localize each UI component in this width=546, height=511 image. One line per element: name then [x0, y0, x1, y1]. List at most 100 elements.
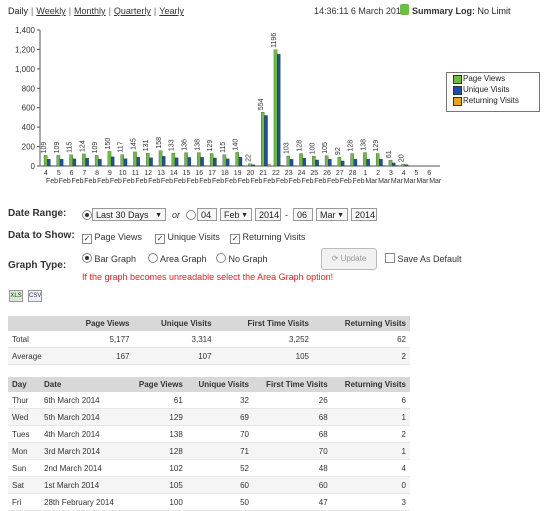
bar-unique-visits — [111, 157, 114, 166]
table-cell: 3,314 — [134, 331, 216, 348]
bar-page-views — [223, 155, 226, 166]
x-tick-label-month: Feb — [327, 178, 339, 185]
x-tick-label: 11 — [132, 170, 139, 177]
bar-page-views — [95, 155, 98, 166]
bar-unique-visits — [149, 158, 152, 166]
x-tick-label-month: Feb — [97, 178, 109, 185]
excel-export-icon[interactable]: XLS — [9, 290, 23, 302]
legend-label: Returning Visits — [463, 96, 519, 105]
x-tick-label-month: Feb — [353, 178, 365, 185]
table-cell: 48 — [253, 460, 332, 477]
bar-unique-visits — [175, 158, 178, 166]
bar-data-label: 100 — [309, 142, 316, 154]
bar-graph-radio[interactable]: Bar Graph — [82, 253, 136, 264]
bar-data-label: 22 — [245, 154, 252, 162]
top-bar: Daily|Weekly|Monthly|Quarterly|Yearly 14… — [8, 4, 538, 18]
bar-data-label: 109 — [41, 142, 48, 154]
table-cell: 32 — [187, 392, 253, 409]
table-cell: 100 — [128, 494, 187, 511]
x-tick-label-month: Feb — [72, 178, 84, 185]
bar-page-views — [312, 156, 315, 166]
table-cell: 26 — [253, 392, 332, 409]
table-cell: 5th March 2014 — [40, 409, 128, 426]
bar-page-views — [44, 155, 47, 166]
range-preset-radio[interactable] — [82, 210, 92, 221]
from-month-select[interactable]: Feb▼ — [220, 208, 252, 221]
bar-data-label: 158 — [156, 137, 163, 149]
x-tick-label: 13 — [157, 170, 165, 177]
no-graph-radio[interactable]: No Graph — [216, 253, 268, 264]
x-tick-label-month: Feb — [276, 178, 288, 185]
x-tick-label: 19 — [234, 170, 242, 177]
unique-visits-checkbox[interactable]: ✓ Unique Visits — [155, 232, 220, 244]
update-button[interactable]: ⟳ Update — [321, 248, 377, 270]
x-tick-label: 14 — [170, 170, 178, 177]
bar-page-views — [185, 153, 188, 166]
x-tick-label-month: Feb — [238, 178, 250, 185]
to-day-select[interactable]: 06 — [293, 208, 313, 221]
table-cell: 2 — [313, 348, 410, 365]
bar-unique-visits — [328, 159, 331, 166]
bar-unique-visits — [405, 165, 408, 166]
from-year-select[interactable]: 2014 — [255, 208, 281, 221]
bar-data-label: 133 — [169, 139, 176, 151]
bar-data-label: 20 — [399, 154, 406, 162]
x-tick-label: 26 — [323, 170, 331, 177]
bar-data-label: 145 — [130, 138, 137, 150]
summary-row-total: Total 5,177 3,314 3,252 62 — [8, 331, 410, 348]
x-tick-label-month: Feb — [340, 178, 352, 185]
date-range-label: Date Range: — [8, 208, 66, 219]
table-cell: 3rd March 2014 — [40, 443, 128, 460]
table-cell: 68 — [253, 409, 332, 426]
x-tick-label: 9 — [108, 170, 112, 177]
bar-page-views — [363, 153, 366, 166]
chart-legend: Page Views Unique Visits Returning Visit… — [446, 72, 540, 112]
from-day-select[interactable]: 04 — [197, 208, 217, 221]
bar-unique-visits — [264, 115, 267, 166]
x-tick-label: 5 — [414, 170, 418, 177]
bar-page-views — [261, 112, 264, 166]
returning-visits-checkbox[interactable]: ✓ Returning Visits — [230, 232, 305, 244]
table-cell: 60 — [253, 477, 332, 494]
table-cell: Wed — [8, 409, 40, 426]
x-tick-label-month: Feb — [199, 178, 211, 185]
y-tick-label: 800 — [22, 84, 36, 93]
table-cell: 4th March 2014 — [40, 426, 128, 443]
page-views-checkbox[interactable]: ✓ Page Views — [82, 232, 142, 244]
to-month-select[interactable]: Mar▼ — [316, 208, 348, 221]
csv-export-icon[interactable]: CSV — [28, 290, 42, 302]
table-cell: 2nd March 2014 — [40, 460, 128, 477]
x-tick-label: 2 — [376, 170, 380, 177]
period-monthly-link[interactable]: Monthly — [74, 6, 106, 16]
bar-page-views — [172, 153, 175, 166]
bar-page-views — [146, 153, 149, 166]
period-daily-link[interactable]: Daily — [8, 6, 28, 16]
daily-table: Day Date Page Views Unique Visits First … — [8, 377, 410, 511]
area-graph-radio[interactable]: Area Graph — [148, 253, 207, 264]
bar-data-label: 150 — [105, 138, 112, 150]
range-preset-select[interactable]: Last 30 Days▼ — [92, 208, 166, 221]
bar-page-views — [402, 164, 405, 166]
bar-page-views — [287, 156, 290, 166]
table-cell: Mon — [8, 443, 40, 460]
bar-page-views — [389, 160, 392, 166]
period-quarterly-link[interactable]: Quarterly — [114, 6, 151, 16]
to-year-select[interactable]: 2014 — [351, 208, 377, 221]
bar-data-label: 136 — [182, 139, 189, 151]
period-yearly-link[interactable]: Yearly — [159, 6, 184, 16]
x-tick-label: 4 — [44, 170, 48, 177]
x-tick-label-month: Mar — [365, 178, 378, 185]
bar-unique-visits — [277, 54, 280, 166]
y-tick-label: 200 — [22, 143, 36, 152]
x-tick-label-month: Mar — [416, 178, 429, 185]
x-tick-label: 17 — [208, 170, 216, 177]
table-cell: Sun — [8, 460, 40, 477]
period-weekly-link[interactable]: Weekly — [36, 6, 65, 16]
table-cell: 28th February 2014 — [40, 494, 128, 511]
bar-data-label: 1196 — [271, 33, 278, 48]
bar-page-views — [108, 151, 111, 166]
custom-range-radio[interactable] — [186, 210, 196, 221]
save-as-default-checkbox[interactable]: Save As Default — [385, 253, 462, 264]
table-cell: 105 — [216, 348, 313, 365]
